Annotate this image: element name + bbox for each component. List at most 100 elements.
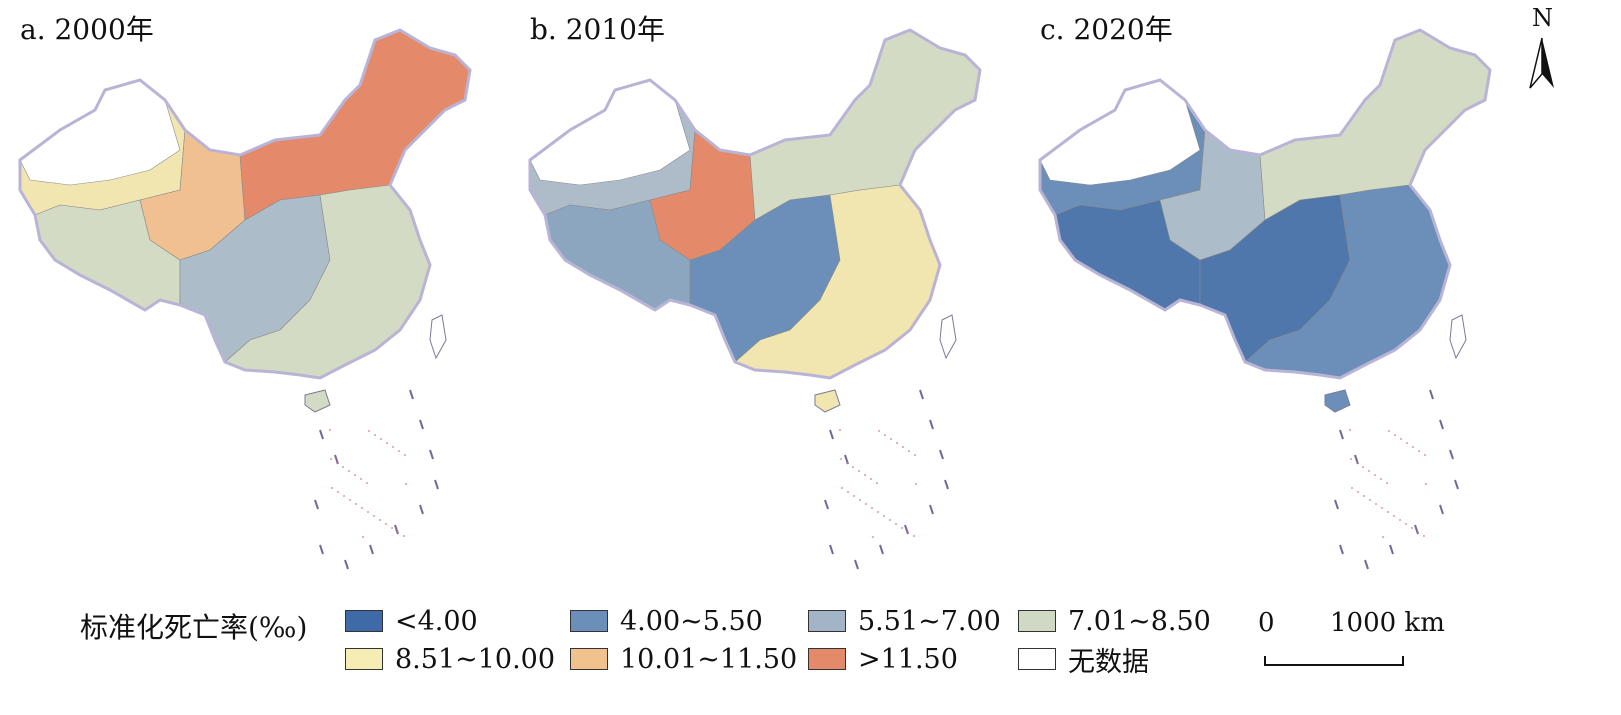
legend-item: >11.50: [808, 643, 958, 675]
hainan-island: [814, 389, 841, 413]
boundary-dash: [829, 544, 834, 555]
island-dot: [1382, 536, 1384, 538]
north-arrow: N: [1522, 4, 1562, 90]
island-dot: [1362, 466, 1364, 468]
island-dot: [847, 491, 849, 493]
island-dot: [1381, 507, 1383, 509]
island-dot: [1374, 474, 1376, 476]
island-dot: [1388, 430, 1390, 432]
legend-item: 5.51~7.00: [808, 606, 1001, 637]
island-dot: [391, 527, 393, 529]
island-dot: [858, 470, 860, 472]
boundary-dash: [344, 559, 349, 570]
boundary-dash: [369, 544, 374, 555]
boundary-dash: [1389, 544, 1394, 555]
legend-swatch: [1018, 648, 1056, 670]
island-dot: [1411, 527, 1413, 529]
boundary-dash: [929, 419, 934, 430]
island-dot: [915, 483, 917, 485]
island-dot: [404, 454, 406, 456]
island-dot: [1357, 491, 1359, 493]
legend-swatch: [570, 610, 608, 632]
boundary-dash: [419, 504, 424, 515]
panel-title: c. 2020年: [1040, 13, 1173, 46]
island-dot: [403, 535, 405, 537]
island-dot: [877, 511, 879, 513]
island-dot: [354, 474, 356, 476]
country-outline: [1038, 28, 1492, 380]
boundary-dash: [1339, 429, 1344, 440]
island-dot: [865, 503, 867, 505]
island-dot: [913, 535, 915, 537]
boundary-dash: [1449, 449, 1454, 460]
legend-swatch: [345, 648, 383, 670]
country-outline: [18, 28, 472, 380]
boundary-dash: [429, 449, 434, 460]
island-dot: [392, 446, 394, 448]
island-dot: [1400, 438, 1402, 440]
china-map-2010: [528, 28, 982, 570]
scale-line: [1264, 656, 1404, 666]
panel-title: a. 2000年: [20, 13, 154, 46]
island-dot: [1356, 462, 1358, 464]
legend-swatch: [1018, 610, 1056, 632]
island-dot: [366, 482, 368, 484]
legend-label: <4.00: [395, 605, 478, 637]
island-dot: [397, 531, 399, 533]
boundary-dash: [824, 499, 829, 510]
island-dot: [1349, 429, 1351, 431]
island-dot: [864, 474, 866, 476]
boundary-dash: [919, 389, 924, 400]
island-dot: [398, 450, 400, 452]
island-dot: [386, 442, 388, 444]
island-dot: [914, 454, 916, 456]
island-dot: [884, 434, 886, 436]
island-dot: [385, 523, 387, 525]
legend-item: 无数据: [1018, 644, 1149, 678]
island-dot: [330, 458, 332, 460]
island-dot: [355, 503, 357, 505]
island-dot: [1375, 503, 1377, 505]
island-dot: [361, 507, 363, 509]
taiwan-island: [939, 314, 957, 360]
boundary-dash: [319, 429, 324, 440]
boundary-dash: [434, 479, 439, 490]
island-dot: [336, 462, 338, 464]
boundary-dash: [1334, 499, 1339, 510]
map-panel-2020: c. 2020年: [1020, 0, 1540, 600]
legend-label: 8.51~10.00: [395, 643, 556, 675]
legend-swatch: [345, 610, 383, 632]
island-dot: [1369, 499, 1371, 501]
island-dot: [379, 519, 381, 521]
island-dot: [908, 450, 910, 452]
legend-swatch: [808, 648, 846, 670]
boundary-dash: [879, 544, 884, 555]
island-dot: [368, 430, 370, 432]
island-dot: [405, 483, 407, 485]
island-dot: [907, 531, 909, 533]
island-dot: [853, 495, 855, 497]
island-dot: [1425, 483, 1427, 485]
legend-label: >11.50: [858, 643, 958, 675]
island-dot: [1406, 442, 1408, 444]
boundary-dash: [1439, 419, 1444, 430]
island-dot: [343, 495, 345, 497]
island-dot: [373, 515, 375, 517]
island-dot: [1393, 515, 1395, 517]
boundary-dash: [1364, 559, 1369, 570]
island-dot: [331, 487, 333, 489]
china-map-2020: [1038, 28, 1492, 570]
island-dot: [1417, 531, 1419, 533]
north-label: N: [1532, 4, 1553, 32]
boundary-dash: [939, 449, 944, 460]
legend-swatch: [570, 648, 608, 670]
island-dot: [329, 429, 331, 431]
boundary-dash: [1429, 389, 1434, 400]
island-dot: [871, 507, 873, 509]
boundary-dash: [314, 499, 319, 510]
boundary-dash: [854, 559, 859, 570]
island-dot: [1386, 482, 1388, 484]
boundary-dash: [319, 544, 324, 555]
island-dot: [1351, 487, 1353, 489]
boundary-dash: [419, 419, 424, 430]
